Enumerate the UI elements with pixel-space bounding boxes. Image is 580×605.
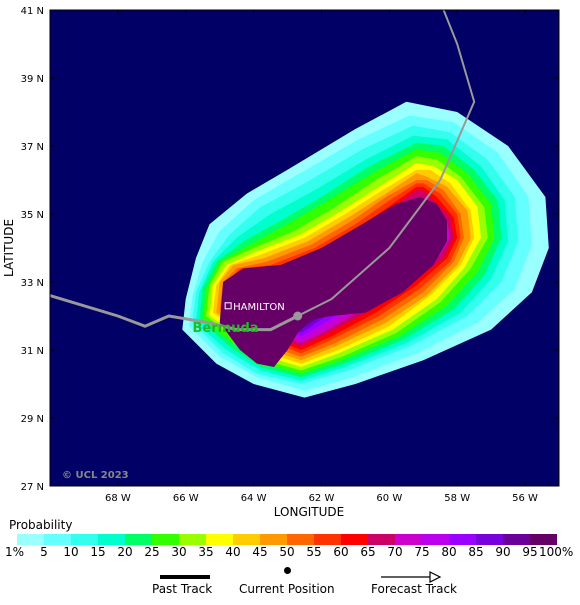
past-track-label: Past Track bbox=[152, 582, 213, 596]
colorbar-swatch-18 bbox=[503, 534, 530, 545]
colorbar-label: 80 bbox=[441, 545, 457, 559]
colorbar-swatch-16 bbox=[449, 534, 476, 545]
colorbar-label: 100% bbox=[539, 545, 574, 559]
colorbar-swatch-1 bbox=[44, 534, 71, 545]
colorbar-label: 95 bbox=[522, 545, 538, 559]
colorbar-label: 65 bbox=[360, 545, 376, 559]
forecast-track-line bbox=[297, 10, 476, 317]
lon-tick-label: 58 W bbox=[444, 493, 470, 504]
colorbar-swatch-12 bbox=[341, 534, 368, 545]
current-position-marker bbox=[293, 311, 303, 321]
lat-tick-label: 27 N bbox=[21, 482, 44, 493]
lon-tick-label: 56 W bbox=[512, 493, 538, 504]
island-label: Bermuda bbox=[193, 321, 259, 336]
colorbar-swatch-6 bbox=[179, 534, 206, 545]
lat-tick-label: 31 N bbox=[21, 346, 44, 357]
lon-tick-label: 62 W bbox=[309, 493, 335, 504]
colorbar-label: 85 bbox=[468, 545, 484, 559]
lat-tick-label: 37 N bbox=[21, 142, 44, 153]
plot-frame bbox=[49, 9, 560, 487]
probability-colorbar bbox=[17, 534, 557, 545]
colorbar-swatch-5 bbox=[152, 534, 179, 545]
copyright-text: © UCL 2023 bbox=[62, 470, 129, 481]
y-axis-title: LATITUDE bbox=[2, 219, 16, 277]
forecast-track-label: Forecast Track bbox=[371, 582, 457, 596]
x-axis-title: LONGITUDE bbox=[274, 505, 344, 519]
colorbar-swatch-13 bbox=[368, 534, 395, 545]
colorbar-label: 50 bbox=[279, 545, 295, 559]
colorbar-swatch-0 bbox=[17, 534, 44, 545]
colorbar-swatch-3 bbox=[98, 534, 125, 545]
colorbar-swatch-7 bbox=[206, 534, 233, 545]
lon-tick-label: 66 W bbox=[173, 493, 199, 504]
lon-tick-label: 60 W bbox=[376, 493, 402, 504]
colorbar-label: 1% bbox=[5, 545, 25, 559]
colorbar-swatch-4 bbox=[125, 534, 152, 545]
colorbar-label: 15 bbox=[90, 545, 106, 559]
city-square-icon bbox=[224, 302, 232, 310]
colorbar-swatch-14 bbox=[395, 534, 422, 545]
colorbar-swatch-9 bbox=[260, 534, 287, 545]
map-markers: HAMILTON Bermuda bbox=[193, 302, 285, 336]
colorbar-swatch-2 bbox=[71, 534, 98, 545]
colorbar-swatch-8 bbox=[233, 534, 260, 545]
colorbar-label: 90 bbox=[495, 545, 511, 559]
colorbar-swatch-15 bbox=[422, 534, 449, 545]
lon-tick-label: 64 W bbox=[241, 493, 267, 504]
city-label: HAMILTON bbox=[233, 302, 285, 313]
lat-tick-label: 29 N bbox=[21, 414, 44, 425]
colorbar-label: 25 bbox=[144, 545, 160, 559]
lat-tick-label: 35 N bbox=[21, 210, 44, 221]
lat-tick-label: 33 N bbox=[21, 278, 44, 289]
colorbar-label: 55 bbox=[306, 545, 322, 559]
past-track-swatch bbox=[160, 575, 210, 579]
colorbar-labels: 1% 5 10 15 20 25 30 35 40 45 50 55 60 65 70 75 80 85 90 95 1… bbox=[0, 545, 580, 561]
colorbar-swatch-19 bbox=[530, 534, 557, 545]
colorbar-label: 35 bbox=[198, 545, 214, 559]
colorbar-label: 45 bbox=[252, 545, 268, 559]
colorbar-label: 40 bbox=[225, 545, 241, 559]
probability-shell-95 bbox=[219, 197, 447, 367]
colorbar-swatch-10 bbox=[287, 534, 314, 545]
colorbar-label: 10 bbox=[63, 545, 79, 559]
legend-title: Probability bbox=[9, 518, 73, 532]
colorbar-label: 75 bbox=[414, 545, 430, 559]
forecast-arrow-icon bbox=[381, 571, 442, 583]
colorbar-swatch-17 bbox=[476, 534, 503, 545]
colorbar-swatch-11 bbox=[314, 534, 341, 545]
past-track-line bbox=[50, 294, 299, 332]
storm-tracks bbox=[50, 10, 476, 332]
lat-tick-label: 39 N bbox=[21, 74, 44, 85]
current-position-dot-icon bbox=[284, 567, 291, 574]
current-position-label: Current Position bbox=[239, 582, 335, 596]
axis-ticks: 68 W 66 W 64 W 62 W 60 W 58 W 56 W 41 N 39 N 37 N… bbox=[21, 6, 559, 504]
colorbar-label: 5 bbox=[40, 545, 48, 559]
colorbar-label: 60 bbox=[333, 545, 349, 559]
colorbar-label: 70 bbox=[387, 545, 403, 559]
colorbar-label: 30 bbox=[171, 545, 187, 559]
colorbar-label: 20 bbox=[117, 545, 133, 559]
lon-tick-label: 68 W bbox=[105, 493, 131, 504]
lat-tick-label: 41 N bbox=[21, 6, 44, 17]
